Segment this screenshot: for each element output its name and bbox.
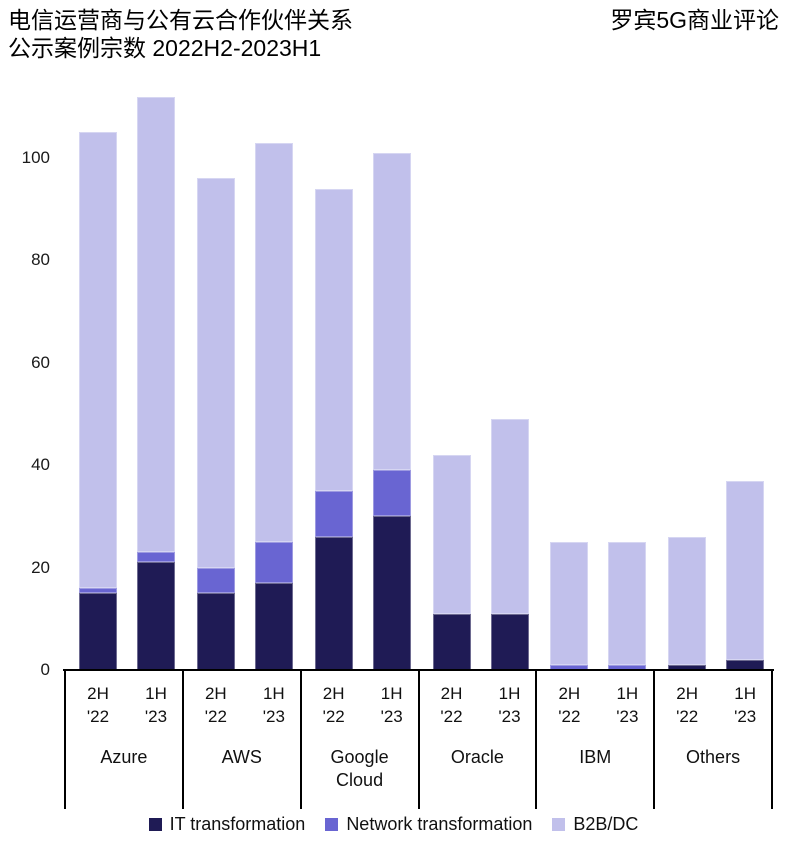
bar-segment-it-transformation	[196, 593, 235, 670]
bar-segment-b2b-dc	[668, 536, 707, 665]
x-axis-period-label: 2H '22	[86, 684, 110, 726]
category-box-divider	[535, 670, 538, 809]
category-box-divider	[771, 670, 773, 809]
bar-segment-it-transformation	[137, 562, 175, 670]
category-box-divider	[64, 670, 66, 809]
x-axis-group-label-google-cloud: Google Cloud	[330, 747, 389, 790]
bar-oracle-1h-23	[490, 419, 529, 670]
bar-ibm-1h-23	[608, 542, 647, 670]
y-axis-tick-label: 40	[31, 455, 50, 475]
legend-swatch-icon	[325, 817, 339, 831]
legend: IT transformation Network transformation B…	[0, 813, 787, 835]
x-axis-period-label: 2H '22	[558, 684, 581, 726]
bar-segment-b2b-dc	[550, 542, 589, 665]
bar-segment-network-transformation	[137, 552, 175, 563]
chart-title: 电信运营商与公有云合作伙伴关系 公示案例宗数 2022H2-2023H1	[8, 6, 353, 62]
bar-segment-b2b-dc	[726, 480, 765, 660]
x-axis-period-label: 2H '22	[322, 684, 345, 726]
legend-label: Network transformation	[346, 814, 533, 834]
bar-segment-b2b-dc	[432, 454, 471, 614]
bar-azure-2h-22	[79, 132, 117, 670]
category-box-divider	[417, 670, 420, 809]
bar-segment-it-transformation	[254, 582, 293, 670]
bar-segment-b2b-dc	[79, 132, 117, 589]
bar-google-cloud-1h-23	[372, 152, 411, 670]
legend-swatch-icon	[552, 817, 566, 831]
bar-segment-it-transformation	[490, 613, 529, 670]
bar-ibm-2h-22	[550, 542, 589, 670]
bar-others-1h-23	[726, 480, 765, 670]
bar-azure-1h-23	[137, 96, 175, 670]
bar-segment-b2b-dc	[608, 542, 647, 665]
bar-segment-it-transformation	[79, 593, 117, 670]
bar-segment-it-transformation	[726, 659, 765, 670]
y-axis-tick-label: 80	[31, 250, 50, 270]
x-axis-period-label: 1H '23	[144, 684, 168, 726]
bar-segment-network-transformation	[254, 542, 293, 583]
x-axis-period-label: 1H '23	[262, 684, 285, 726]
x-axis-period-label: 1H '23	[616, 684, 639, 726]
legend-label: IT transformation	[169, 814, 306, 834]
category-box-divider	[653, 670, 656, 809]
x-axis-group-label-azure: Azure	[100, 747, 148, 767]
legend-item-b2b-dc: B2B/DC	[552, 813, 638, 835]
bar-segment-it-transformation	[314, 536, 353, 670]
bar-segment-network-transformation	[79, 588, 117, 594]
bar-segment-network-transformation	[608, 664, 647, 670]
bar-segment-it-transformation	[372, 516, 411, 670]
bar-segment-network-transformation	[196, 567, 235, 594]
bar-aws-1h-23	[254, 142, 293, 670]
legend-label: B2B/DC	[573, 814, 639, 834]
bar-aws-2h-22	[196, 178, 235, 670]
bar-segment-b2b-dc	[196, 178, 235, 568]
bar-segment-network-transformation	[372, 470, 411, 517]
x-axis-group-label-ibm: IBM	[579, 747, 612, 767]
bar-segment-network-transformation	[314, 490, 353, 537]
category-box-divider	[181, 670, 184, 809]
bar-segment-b2b-dc	[372, 152, 411, 471]
legend-item-it-transformation: IT transformation	[148, 813, 306, 835]
bar-segment-b2b-dc	[137, 96, 175, 553]
legend-item-network-transformation: Network transformation	[325, 813, 532, 835]
bar-segment-network-transformation	[550, 664, 589, 670]
y-axis-tick-label: 0	[40, 660, 50, 679]
x-axis-group-label-others: Others	[686, 747, 741, 767]
y-axis-tick-label: 60	[31, 352, 50, 372]
bar-segment-b2b-dc	[490, 419, 529, 614]
bar-others-2h-22	[668, 536, 707, 670]
bar-google-cloud-2h-22	[314, 188, 353, 670]
legend-swatch-icon	[148, 817, 162, 831]
bar-segment-b2b-dc	[314, 188, 353, 491]
bar-segment-b2b-dc	[254, 142, 293, 542]
x-axis-period-label: 2H '22	[676, 684, 699, 726]
chart-title-line2: 公示案例宗数 2022H2-2023H1	[8, 35, 322, 61]
category-box-divider	[299, 670, 302, 809]
x-axis-period-label: 1H '23	[380, 684, 403, 726]
source-label: 罗宾5G商业评论	[610, 7, 779, 33]
bar-oracle-2h-22	[432, 454, 471, 670]
y-axis-tick-label: 20	[31, 557, 50, 577]
x-axis-group-label-aws: AWS	[221, 747, 262, 767]
bar-segment-it-transformation	[668, 664, 707, 670]
x-axis-period-label: 1H '23	[498, 684, 521, 726]
x-axis-period-label: 2H '22	[440, 684, 463, 726]
x-axis-period-label: 2H '22	[204, 684, 227, 726]
x-axis-period-label: 1H '23	[734, 684, 757, 726]
y-axis-tick-label: 100	[21, 148, 50, 167]
bar-segment-it-transformation	[432, 613, 471, 670]
x-axis-group-label-oracle: Oracle	[450, 747, 504, 767]
chart-title-line1: 电信运营商与公有云合作伙伴关系	[8, 7, 353, 33]
